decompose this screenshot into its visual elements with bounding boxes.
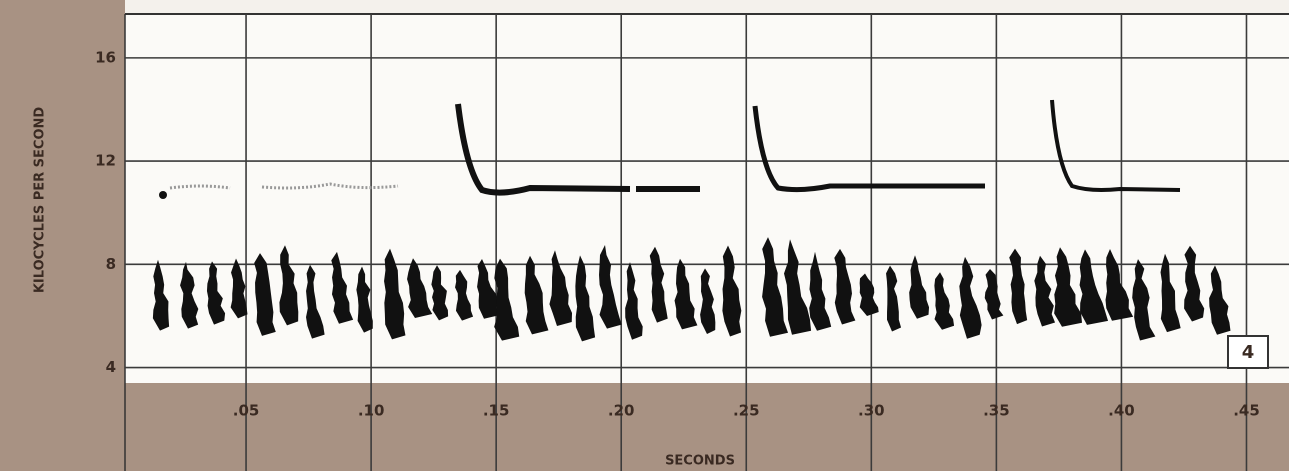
note-pulse bbox=[959, 256, 982, 339]
note-pulse bbox=[599, 245, 622, 329]
note-pulse bbox=[722, 245, 742, 337]
grid bbox=[125, 14, 1289, 471]
trill-trace bbox=[752, 105, 985, 193]
note-pulse bbox=[1105, 248, 1134, 321]
x-tick-label: .35 bbox=[983, 402, 1010, 420]
y-tick-label: 12 bbox=[95, 152, 116, 170]
note-pulse bbox=[384, 248, 406, 340]
y-axis-label: KILOCYCLES PER SECOND bbox=[33, 107, 48, 294]
note-pulse bbox=[859, 273, 879, 317]
trill-trace bbox=[1050, 99, 1181, 192]
x-tick-label: .25 bbox=[733, 402, 760, 420]
note-pulse bbox=[674, 258, 698, 330]
note-pulse bbox=[762, 237, 789, 337]
note-pulse bbox=[1079, 249, 1109, 325]
note-pulse bbox=[1009, 248, 1028, 325]
note-pulse bbox=[625, 262, 643, 340]
note-pulse bbox=[700, 268, 716, 335]
note-pulse bbox=[549, 250, 573, 326]
note-pulse bbox=[356, 266, 373, 333]
labels: KILOCYCLES PER SECOND SECONDS 4 4 8 12 16 .0… bbox=[33, 48, 1269, 469]
y-tick-label: 16 bbox=[95, 48, 116, 66]
note-pulse bbox=[984, 268, 1004, 320]
note-pulse bbox=[494, 258, 520, 341]
note-pulse bbox=[477, 259, 502, 319]
note-pulse bbox=[1209, 265, 1231, 335]
note-pulse bbox=[1132, 259, 1156, 341]
x-tick-label: .30 bbox=[858, 402, 885, 420]
note-pulse bbox=[886, 265, 902, 332]
note-pulse bbox=[431, 265, 449, 321]
note-pulse bbox=[1034, 255, 1056, 327]
note-pulse bbox=[934, 272, 955, 330]
note-pulse bbox=[254, 253, 276, 336]
x-tick-label: .45 bbox=[1233, 402, 1260, 420]
x-tick-label: .05 bbox=[233, 402, 260, 420]
note-pulse bbox=[1184, 245, 1205, 322]
x-tick-label: .20 bbox=[608, 402, 635, 420]
note-pulse bbox=[306, 264, 325, 339]
note-pulse bbox=[331, 251, 354, 324]
note-pulse bbox=[152, 259, 170, 331]
note-pulse bbox=[649, 246, 668, 323]
note-pulse bbox=[407, 258, 433, 318]
note-pulse bbox=[909, 255, 930, 319]
x-tick-label: .40 bbox=[1108, 402, 1135, 420]
x-tick-label: .15 bbox=[483, 402, 510, 420]
note-pulse bbox=[1054, 247, 1082, 327]
note-pulse bbox=[524, 255, 549, 335]
note-pulse bbox=[1160, 253, 1181, 333]
y-tick-label: 4 bbox=[106, 358, 116, 376]
note-pulse bbox=[834, 248, 856, 325]
trill-trace bbox=[455, 103, 700, 196]
note-pulse bbox=[809, 251, 832, 331]
x-axis-panel bbox=[0, 383, 1289, 471]
faint-trace bbox=[169, 182, 399, 190]
spectrogram bbox=[152, 99, 1231, 342]
y-tick-label: 8 bbox=[106, 255, 116, 273]
note-pulse bbox=[206, 261, 226, 325]
note-pulse bbox=[279, 245, 299, 326]
note-pulse bbox=[230, 258, 248, 319]
x-axis-label: SECONDS bbox=[665, 454, 735, 469]
x-tick-label: .10 bbox=[358, 402, 385, 420]
note-pulse bbox=[575, 255, 596, 342]
panel-label: 4 bbox=[1242, 342, 1255, 363]
note-pulse bbox=[784, 239, 812, 335]
note-pulse bbox=[455, 269, 474, 321]
note-pulse bbox=[180, 261, 199, 329]
panel-box bbox=[1227, 335, 1269, 369]
note-dot bbox=[159, 191, 167, 199]
